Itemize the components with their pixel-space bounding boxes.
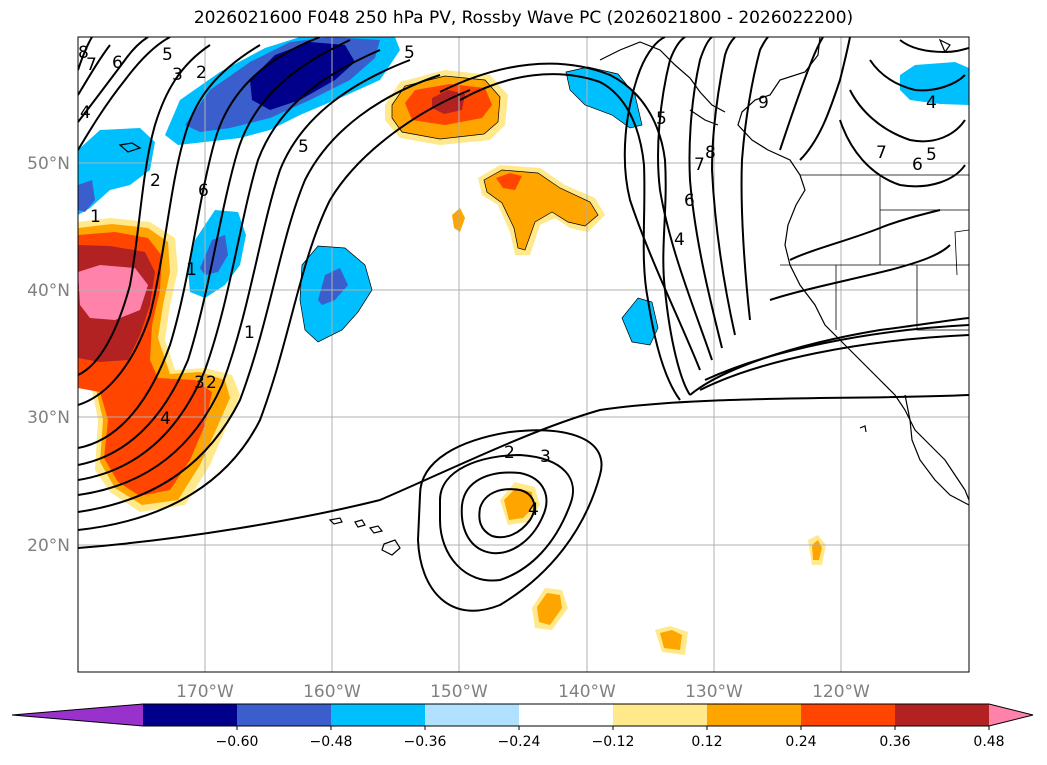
colorbar-tick-label: 0.36: [879, 734, 910, 750]
contour-label: 3: [194, 373, 205, 393]
colorbar-segment: [801, 704, 895, 726]
colorbar-tick-label: 0.24: [785, 734, 816, 750]
colorbar-tick-label: −0.36: [404, 734, 447, 750]
colorbar-segment: [237, 704, 331, 726]
lon-label-160w: 160°W: [303, 682, 361, 702]
positive-anomaly-south-orange: [537, 593, 562, 625]
colorbar-segment: [425, 704, 519, 726]
colorbar-extend-low: [12, 704, 143, 726]
contour-label: 5: [404, 43, 415, 63]
negative-anomaly-far-east: [900, 62, 969, 105]
contour-label: 5: [656, 109, 667, 129]
colorbar-segment: [519, 704, 613, 726]
colorbar-tick-label: −0.60: [216, 734, 259, 750]
plot-frame: [77, 36, 970, 673]
colorbar-segment: [331, 704, 425, 726]
contour-label: 5: [162, 45, 173, 65]
contour-label: 9: [758, 93, 769, 113]
contour-label: 2: [504, 443, 515, 463]
state-borders: [780, 174, 969, 331]
contour-label: 3: [172, 65, 183, 85]
contour-label: 6: [198, 181, 209, 201]
contour-label: 4: [160, 409, 171, 429]
colorbar-extend-high: [989, 704, 1033, 726]
lat-label-50n: 50°N: [27, 154, 70, 174]
colorbar-tick-label: 0.48: [973, 734, 1004, 750]
contour-labels: 8 7 6 5 4 3 2 2 1 1 1 6 5 5 9 5 8 7 6 4 …: [78, 43, 937, 520]
contour-label: 8: [705, 143, 716, 163]
negative-anomaly-edge-mid: [78, 180, 95, 212]
lat-label-40n: 40°N: [27, 281, 70, 301]
colorbar-outline: [11, 703, 1034, 727]
contour-label: 1: [244, 323, 255, 343]
contour-lines: [78, 37, 969, 612]
contour-label: 4: [674, 230, 685, 250]
positive-anomaly-southeast-orange: [660, 630, 682, 650]
contour-label: 2: [196, 63, 207, 83]
lon-label-120w: 120°W: [812, 682, 870, 702]
colorbar-tick-label: 0.12: [691, 734, 722, 750]
plot-area: 8 7 6 5 4 3 2 2 1 1 1 6 5 5 9 5 8 7 6 4 …: [78, 37, 969, 672]
contour-label: 7: [876, 143, 887, 163]
colorbar: −0.60 −0.48 −0.36 −0.24 −0.12 0.12 0.24 0.36 0.4…: [11, 703, 1034, 750]
positive-anomaly-central-orange: [484, 170, 598, 250]
contour-label: 7: [694, 155, 705, 175]
positive-anomaly-central-red: [496, 173, 522, 190]
lon-label-130w: 130°W: [685, 682, 743, 702]
contour-label: 3: [540, 447, 551, 467]
contour-label: 1: [186, 260, 197, 280]
contour-label: 6: [912, 155, 923, 175]
contour-label: 4: [528, 500, 539, 520]
colorbar-tick-label: −0.12: [592, 734, 635, 750]
map-title: 2026021600 F048 250 hPa PV, Rossby Wave …: [193, 8, 854, 28]
contour-label: 4: [926, 93, 937, 113]
colorbar-segment: [707, 704, 801, 726]
colorbar-tick-label: −0.48: [310, 734, 353, 750]
contour-label: 2: [206, 373, 217, 393]
contour-label: 2: [150, 171, 161, 191]
lon-label-140w: 140°W: [558, 682, 616, 702]
lon-label-150w: 150°W: [430, 682, 488, 702]
contour-label: 6: [112, 53, 123, 73]
contour-label: 7: [86, 55, 97, 75]
colorbar-segment: [613, 704, 707, 726]
lat-label-20n: 20°N: [27, 536, 70, 556]
contour-label: 6: [684, 191, 695, 211]
contour-label: 1: [90, 207, 101, 227]
contour-label: 8: [78, 43, 89, 63]
positive-anomaly-subtropic-orange: [504, 488, 533, 520]
contour-label: 5: [926, 145, 937, 165]
negative-anomaly-center-inner: [318, 268, 348, 305]
contour-label: 5: [298, 137, 309, 157]
coastlines: [118, 37, 969, 556]
colorbar-segment: [895, 704, 989, 726]
lon-label-170w: 170°W: [176, 682, 234, 702]
lat-label-30n: 30°N: [27, 408, 70, 428]
anomaly-outlines: [299, 66, 659, 346]
colorbar-tick-label: −0.24: [498, 734, 541, 750]
contour-label: 4: [80, 103, 91, 123]
colorbar-segment: [143, 704, 237, 726]
